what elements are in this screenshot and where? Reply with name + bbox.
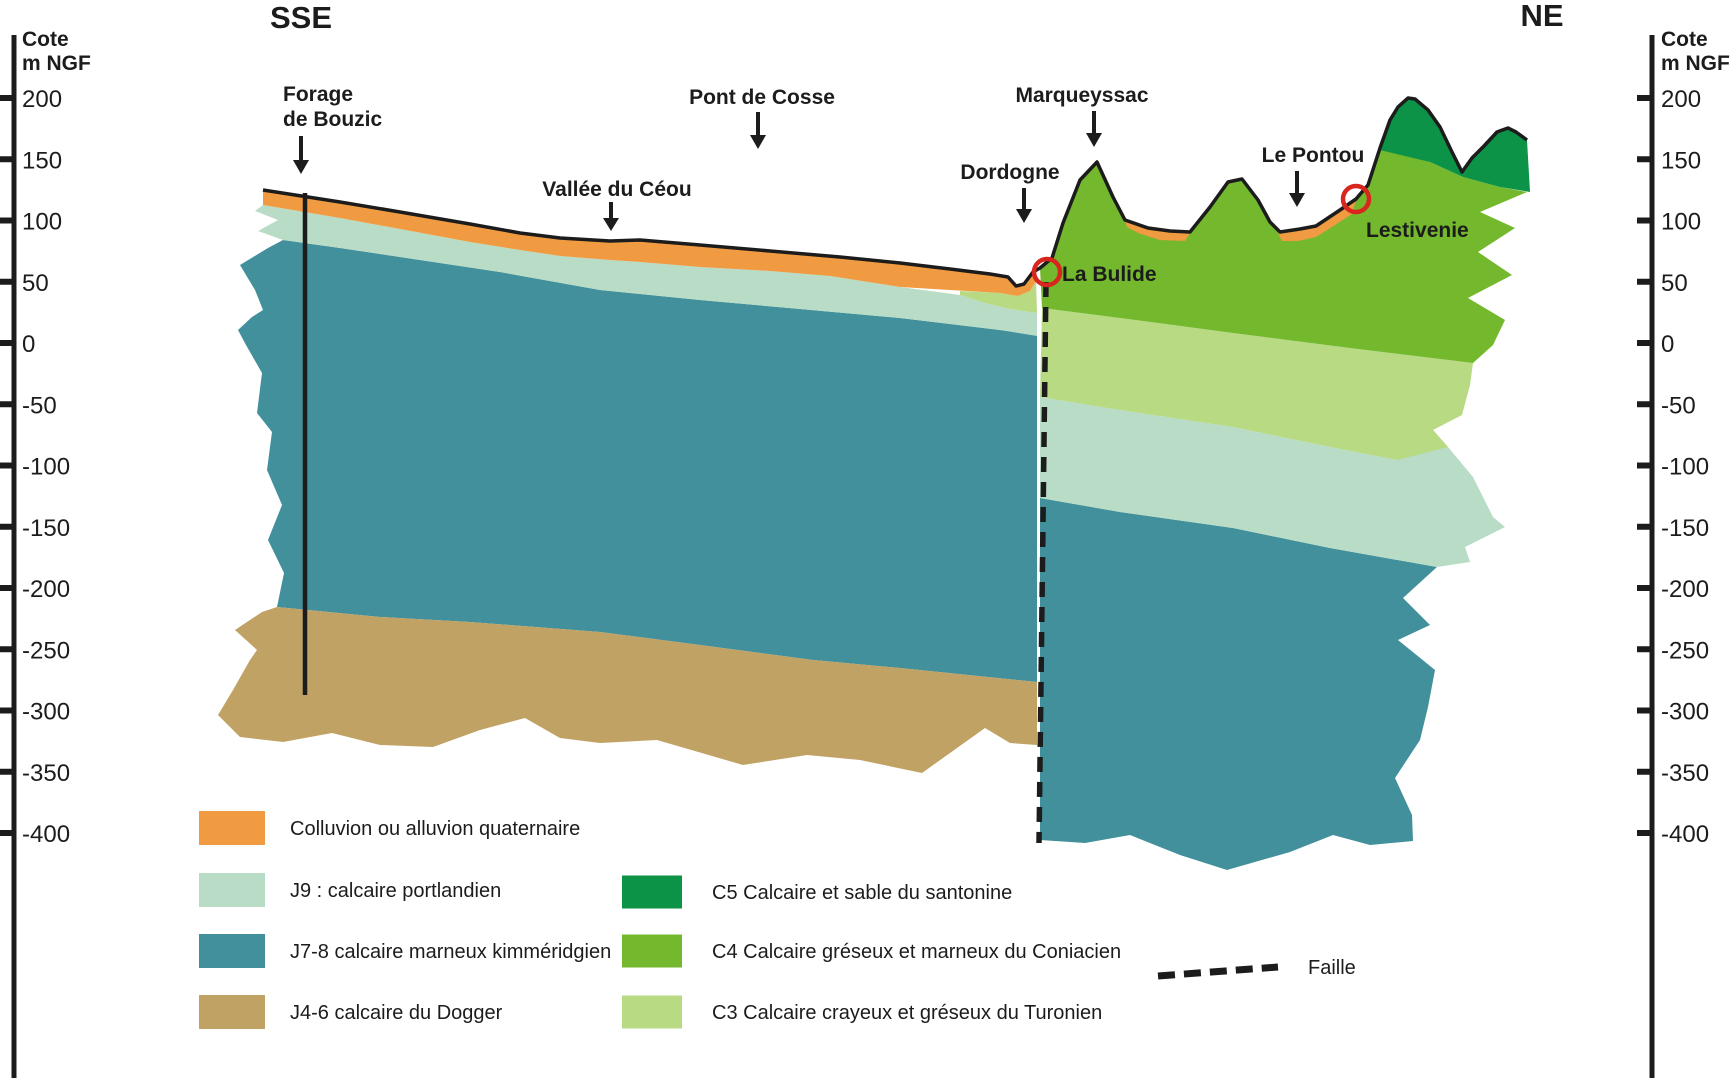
layer-j9-portlandien-left bbox=[255, 205, 1037, 336]
axis-tick-label: 50 bbox=[22, 270, 49, 297]
axis-tick-label: 200 bbox=[22, 86, 62, 113]
legend-swatch-dogger bbox=[199, 995, 265, 1029]
label-forage-de-bouzic: Forage de Bouzic bbox=[283, 83, 382, 174]
legend-label-j78: J7-8 calcaire marneux kimméridgien bbox=[290, 941, 611, 963]
axis-tick-label: -150 bbox=[22, 515, 70, 542]
la-bulide-text: La Bulide bbox=[1062, 263, 1157, 286]
marqueyssac-arrow bbox=[1086, 111, 1102, 147]
vallee-du-ceou-text: Vallée du Céou bbox=[542, 178, 691, 201]
fault-legend-label: Faille bbox=[1308, 957, 1356, 979]
fault-legend-line bbox=[1157, 963, 1279, 980]
axis-tick-label: -400 bbox=[1661, 821, 1709, 848]
legend-column-left: Colluvion ou alluvion quaternaire J9 : ca… bbox=[199, 811, 611, 1029]
right-axis: Cote m NGF 200 150 100 50 0 -50 -100 -150 -200 -2… bbox=[1637, 28, 1730, 1078]
orientation-sse: SSE bbox=[270, 0, 332, 35]
legend-fault: Faille bbox=[1157, 957, 1356, 980]
le-pontou-text: Le Pontou bbox=[1262, 144, 1365, 167]
right-axis-ticks: 200 150 100 50 0 -50 -100 -150 -200 -250 -300 -350 -… bbox=[1637, 86, 1709, 848]
legend-label-c4: C4 Calcaire gréseux et marneux du Coniac… bbox=[712, 941, 1121, 963]
label-vallee-du-ceou: Vallée du Céou bbox=[542, 178, 692, 231]
layer-j9-portlandien-right bbox=[1040, 397, 1505, 567]
legend-label-dogger: J4-6 calcaire du Dogger bbox=[290, 1002, 503, 1024]
axis-tick-label: 150 bbox=[1661, 147, 1701, 174]
left-axis-title-line1: Cote bbox=[22, 28, 69, 51]
label-dordogne: Dordogne bbox=[960, 161, 1060, 223]
left-axis: Cote m NGF 200 150 100 50 0 -50 -100 -150 -200 -2… bbox=[0, 28, 91, 1078]
legend-label-c3: C3 Calcaire crayeux et gréseux du Turoni… bbox=[712, 1002, 1102, 1024]
lestivenie-text: Lestivenie bbox=[1366, 219, 1469, 242]
fault-line bbox=[1036, 281, 1049, 844]
axis-tick-label: 200 bbox=[1661, 86, 1701, 113]
legend-swatch-colluvium bbox=[199, 811, 265, 845]
dordogne-arrow bbox=[1016, 188, 1032, 223]
left-block bbox=[218, 190, 1037, 773]
axis-tick-label: -200 bbox=[22, 576, 70, 603]
layer-dogger-left bbox=[218, 607, 1037, 773]
label-marqueyssac: Marqueyssac bbox=[1015, 84, 1149, 147]
legend-swatch-j78 bbox=[199, 934, 265, 968]
axis-tick-label: -250 bbox=[22, 637, 70, 664]
layer-j78-kimmeridgien-right bbox=[1040, 498, 1437, 870]
legend-swatch-c4 bbox=[622, 934, 682, 968]
dordogne-text: Dordogne bbox=[960, 161, 1059, 184]
axis-tick-label: -300 bbox=[22, 699, 70, 726]
pont-de-cosse-arrow bbox=[750, 112, 766, 149]
axis-tick-label: -50 bbox=[1661, 392, 1696, 419]
left-axis-ticks: 200 150 100 50 0 -50 -100 -150 -200 -250 -300 -350 -… bbox=[0, 86, 70, 848]
layer-c3-turonien-right bbox=[1040, 308, 1473, 460]
marqueyssac-text: Marqueyssac bbox=[1015, 84, 1148, 107]
legend-swatch-c5 bbox=[622, 875, 682, 909]
axis-tick-label: -350 bbox=[22, 760, 70, 787]
axis-tick-label: 100 bbox=[1661, 209, 1701, 236]
axis-tick-label: 0 bbox=[22, 331, 35, 358]
forage-arrow bbox=[293, 136, 309, 174]
orientation-ne: NE bbox=[1520, 0, 1563, 33]
right-axis-title-line2: m NGF bbox=[1661, 52, 1730, 75]
axis-tick-label: 100 bbox=[22, 209, 62, 236]
forage-de-bouzic-text-line2: de Bouzic bbox=[283, 108, 382, 131]
axis-tick-label: -50 bbox=[22, 392, 57, 419]
legend-column-right: C5 Calcaire et sable du santonine C4 Calc… bbox=[622, 875, 1121, 1029]
axis-tick-label: 0 bbox=[1661, 331, 1674, 358]
layer-colluvium-left bbox=[263, 190, 1036, 296]
la-bulide-marker-circle bbox=[1031, 256, 1063, 288]
lestivenie-marker-circle bbox=[1340, 183, 1372, 215]
label-pont-de-cosse: Pont de Cosse bbox=[689, 86, 835, 149]
axis-tick-label: -150 bbox=[1661, 515, 1709, 542]
axis-tick-label: 150 bbox=[22, 147, 62, 174]
legend-label-j9: J9 : calcaire portlandien bbox=[290, 880, 501, 902]
label-le-pontou: Le Pontou bbox=[1262, 144, 1365, 207]
right-block bbox=[1040, 98, 1530, 870]
pont-de-cosse-text: Pont de Cosse bbox=[689, 86, 835, 109]
forage-de-bouzic-text-line1: Forage bbox=[283, 83, 353, 106]
axis-tick-label: -300 bbox=[1661, 699, 1709, 726]
legend-label-c5: C5 Calcaire et sable du santonine bbox=[712, 882, 1012, 904]
legend-label-colluvium: Colluvion ou alluvion quaternaire bbox=[290, 818, 580, 840]
right-axis-title-line1: Cote bbox=[1661, 28, 1708, 51]
vallee-du-ceou-arrow bbox=[603, 202, 619, 231]
axis-tick-label: -400 bbox=[22, 821, 70, 848]
axis-tick-label: -200 bbox=[1661, 576, 1709, 603]
le-pontou-arrow bbox=[1289, 171, 1305, 207]
axis-tick-label: -250 bbox=[1661, 637, 1709, 664]
topographic-surface-line bbox=[262, 96, 1529, 288]
axis-tick-label: -100 bbox=[22, 454, 70, 481]
layer-j78-kimmeridgien-left bbox=[238, 240, 1037, 682]
layer-c5-santonien-right bbox=[1380, 98, 1530, 192]
axis-tick-label: -100 bbox=[1661, 454, 1709, 481]
layer-c3-sliver-left bbox=[960, 281, 1037, 313]
layer-c4-coniacien-right bbox=[1040, 148, 1527, 363]
axis-tick-label: -350 bbox=[1661, 760, 1709, 787]
legend-swatch-j9 bbox=[199, 873, 265, 907]
left-axis-title-line2: m NGF bbox=[22, 52, 91, 75]
axis-tick-label: 50 bbox=[1661, 270, 1688, 297]
legend-swatch-c3 bbox=[622, 995, 682, 1029]
